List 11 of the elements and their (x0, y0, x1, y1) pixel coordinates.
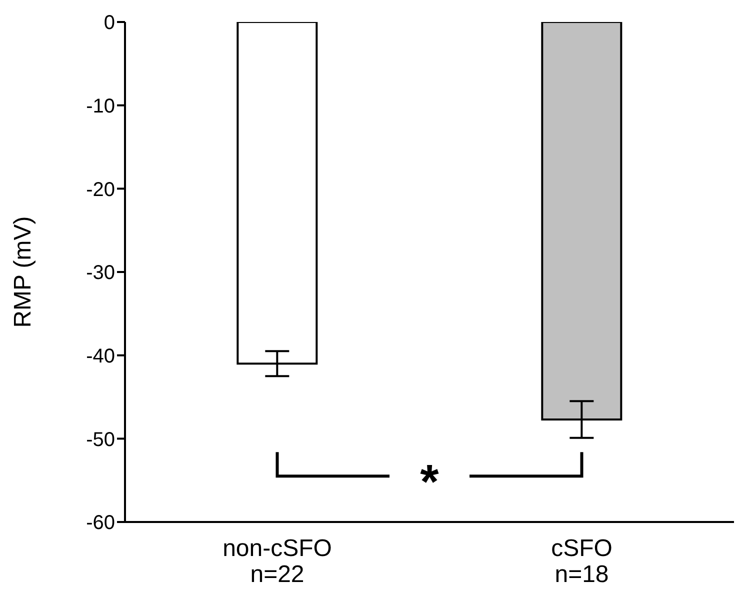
y-tick-label: -30 (86, 262, 115, 284)
y-tick-label: -20 (86, 178, 115, 201)
y-tick-label: -60 (86, 512, 115, 534)
y-tick-label: 0 (104, 12, 115, 34)
y-tick-label: -40 (86, 345, 115, 368)
y-tick-label: -50 (86, 428, 115, 451)
y-tick-label: -10 (86, 95, 115, 118)
x-tick-label: non-cSFO n=22 (222, 535, 332, 588)
annotation: * (420, 456, 440, 510)
x-tick-label: cSFO n=18 (551, 535, 612, 588)
y-axis-title: RMP (mV) (10, 216, 37, 328)
